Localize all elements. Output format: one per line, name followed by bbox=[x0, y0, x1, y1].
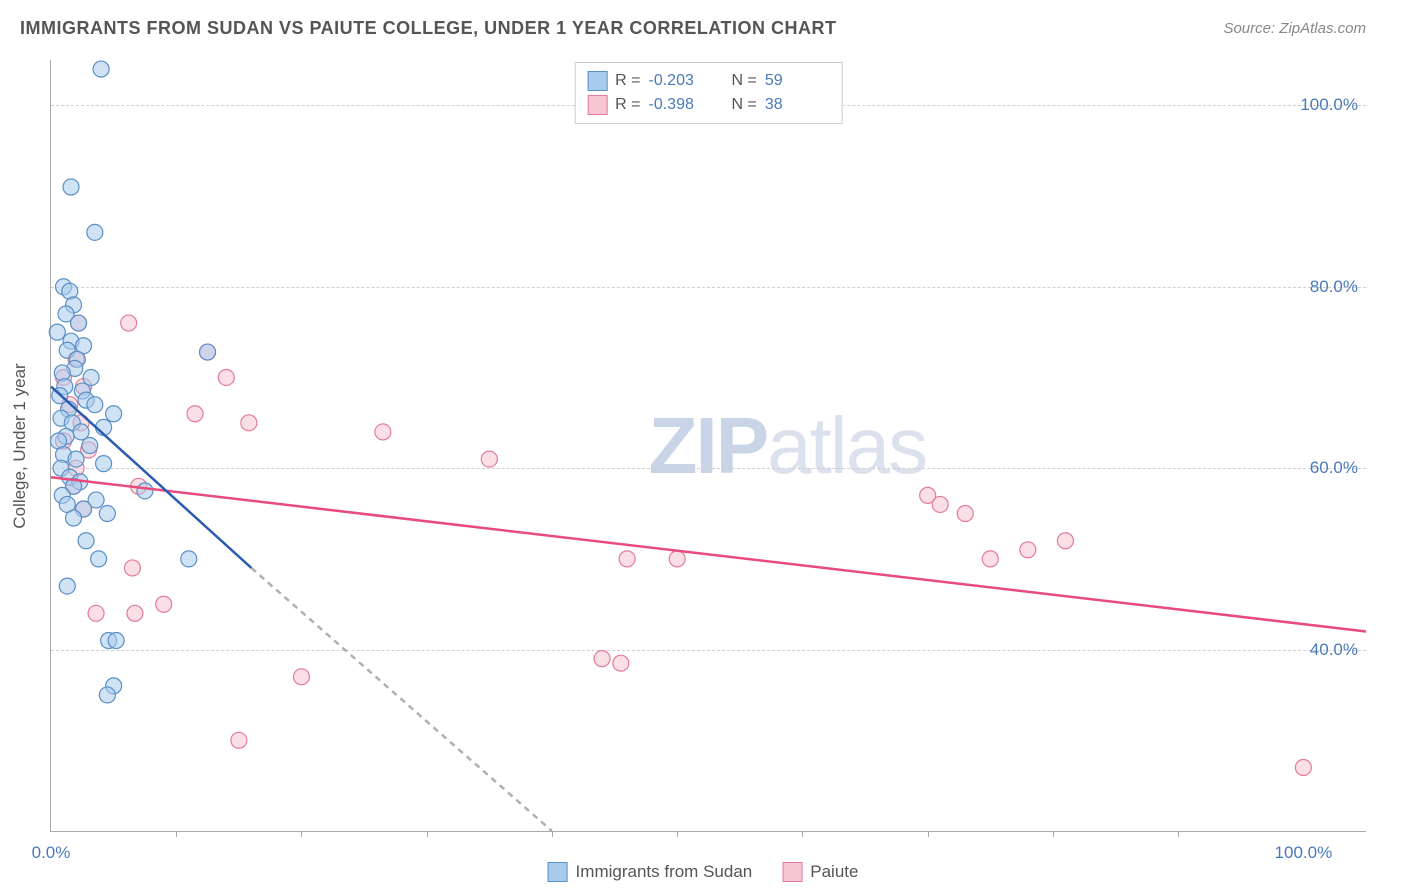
data-point bbox=[66, 510, 82, 526]
legend-item: Paiute bbox=[782, 862, 858, 882]
data-point bbox=[87, 224, 103, 240]
data-point bbox=[231, 732, 247, 748]
data-point bbox=[87, 397, 103, 413]
legend-stats-row: R =-0.398N =38 bbox=[587, 93, 830, 117]
legend-label: Immigrants from Sudan bbox=[576, 862, 753, 882]
data-point bbox=[375, 424, 391, 440]
xtick-mark bbox=[552, 831, 553, 837]
data-point bbox=[1295, 760, 1311, 776]
xtick-label: 100.0% bbox=[1275, 843, 1333, 863]
data-point bbox=[49, 324, 65, 340]
data-point bbox=[96, 456, 112, 472]
xtick-mark bbox=[677, 831, 678, 837]
xtick-label: 0.0% bbox=[32, 843, 71, 863]
data-point bbox=[59, 578, 75, 594]
data-point bbox=[68, 451, 84, 467]
data-point bbox=[982, 551, 998, 567]
legend-swatch-icon bbox=[587, 71, 607, 91]
data-point bbox=[93, 61, 109, 77]
data-point bbox=[218, 369, 234, 385]
data-point bbox=[619, 551, 635, 567]
xtick-mark bbox=[802, 831, 803, 837]
chart-area: ZIPatlas R =-0.203N =59R =-0.398N =38 40… bbox=[50, 60, 1366, 832]
data-point bbox=[594, 651, 610, 667]
data-point bbox=[88, 605, 104, 621]
data-point bbox=[127, 605, 143, 621]
xtick-mark bbox=[1053, 831, 1054, 837]
data-point bbox=[200, 344, 216, 360]
data-point bbox=[71, 315, 87, 331]
source-label: Source: ZipAtlas.com bbox=[1223, 20, 1366, 37]
data-point bbox=[181, 551, 197, 567]
xtick-mark bbox=[301, 831, 302, 837]
trend-line bbox=[51, 477, 1366, 631]
data-point bbox=[187, 406, 203, 422]
data-point bbox=[83, 369, 99, 385]
legend-swatch-icon bbox=[782, 862, 802, 882]
data-point bbox=[99, 687, 115, 703]
data-point bbox=[73, 424, 89, 440]
data-point bbox=[156, 596, 172, 612]
scatter-plot bbox=[51, 60, 1366, 831]
data-point bbox=[99, 506, 115, 522]
chart-title: IMMIGRANTS FROM SUDAN VS PAIUTE COLLEGE,… bbox=[20, 18, 837, 39]
data-point bbox=[91, 551, 107, 567]
data-point bbox=[241, 415, 257, 431]
legend-series: Immigrants from Sudan Paiute bbox=[548, 862, 859, 882]
legend-stats: R =-0.203N =59R =-0.398N =38 bbox=[574, 62, 843, 124]
data-point bbox=[82, 438, 98, 454]
xtick-mark bbox=[1178, 831, 1179, 837]
legend-item: Immigrants from Sudan bbox=[548, 862, 753, 882]
trend-line bbox=[251, 568, 552, 831]
data-point bbox=[106, 406, 122, 422]
y-axis-label: College, Under 1 year bbox=[10, 363, 30, 528]
data-point bbox=[137, 483, 153, 499]
data-point bbox=[124, 560, 140, 576]
data-point bbox=[293, 669, 309, 685]
data-point bbox=[957, 506, 973, 522]
legend-stats-row: R =-0.203N =59 bbox=[587, 69, 830, 93]
legend-swatch-icon bbox=[548, 862, 568, 882]
data-point bbox=[1057, 533, 1073, 549]
xtick-mark bbox=[928, 831, 929, 837]
xtick-mark bbox=[427, 831, 428, 837]
xtick-mark bbox=[176, 831, 177, 837]
data-point bbox=[481, 451, 497, 467]
legend-swatch-icon bbox=[587, 95, 607, 115]
data-point bbox=[63, 179, 79, 195]
data-point bbox=[78, 533, 94, 549]
data-point bbox=[108, 633, 124, 649]
legend-label: Paiute bbox=[810, 862, 858, 882]
data-point bbox=[121, 315, 137, 331]
data-point bbox=[1020, 542, 1036, 558]
data-point bbox=[669, 551, 685, 567]
data-point bbox=[613, 655, 629, 671]
data-point bbox=[932, 496, 948, 512]
